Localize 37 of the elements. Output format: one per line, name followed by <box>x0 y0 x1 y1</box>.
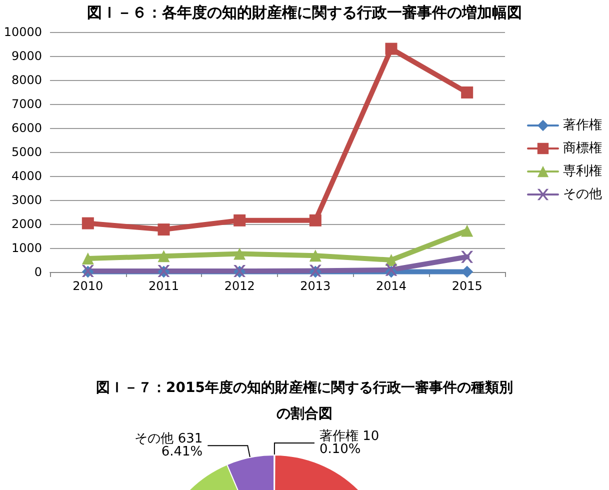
y-tick-label: 0 <box>34 265 42 279</box>
legend-label: 著作権 <box>563 118 602 133</box>
y-tick-label: 9000 <box>11 49 42 63</box>
y-tick-label: 8000 <box>11 73 42 87</box>
x-tick-label: 2011 <box>148 279 180 293</box>
legend-label: 商標権 <box>563 141 602 156</box>
y-tick-label: 7000 <box>11 97 42 111</box>
point <box>82 217 94 230</box>
x-tick-label: 2015 <box>452 279 482 293</box>
point <box>158 250 170 262</box>
y-tick-label: 1000 <box>11 241 42 255</box>
point <box>461 224 474 237</box>
x-tick-label: 2010 <box>72 279 104 293</box>
point <box>234 248 246 260</box>
y-tick-label: 4000 <box>11 169 42 183</box>
legend-label: 専利権 <box>563 164 602 179</box>
y-tick-label: 3000 <box>11 193 42 207</box>
x-tick-label: 2012 <box>224 279 255 293</box>
chart-title: 図Ｉ－６：各年度の知的財産権に関する行政一審事件の増加幅図 <box>87 4 522 22</box>
x-tick-label: 2014 <box>376 279 407 293</box>
legend-label: その他 <box>563 187 602 202</box>
y-tick-label: 10000 <box>4 25 42 39</box>
point <box>461 250 474 263</box>
y-tick-label: 5000 <box>11 145 42 159</box>
slice-label: その他 631 6.41% <box>134 432 203 460</box>
point <box>82 252 94 265</box>
point <box>158 224 170 236</box>
y-tick-label: 6000 <box>11 121 42 135</box>
y-tick-label: 2000 <box>11 217 42 231</box>
point <box>309 250 322 262</box>
point <box>234 214 246 226</box>
point <box>461 86 474 98</box>
chart-title: 図Ｉ－７：2015年度の知的財産権に関する行政一審事件の種類別の割合図 <box>96 379 513 422</box>
point <box>385 42 398 55</box>
point <box>309 214 322 226</box>
slice-label: 著作権 10 0.10% <box>319 429 380 457</box>
x-tick-label: 2013 <box>300 279 331 293</box>
